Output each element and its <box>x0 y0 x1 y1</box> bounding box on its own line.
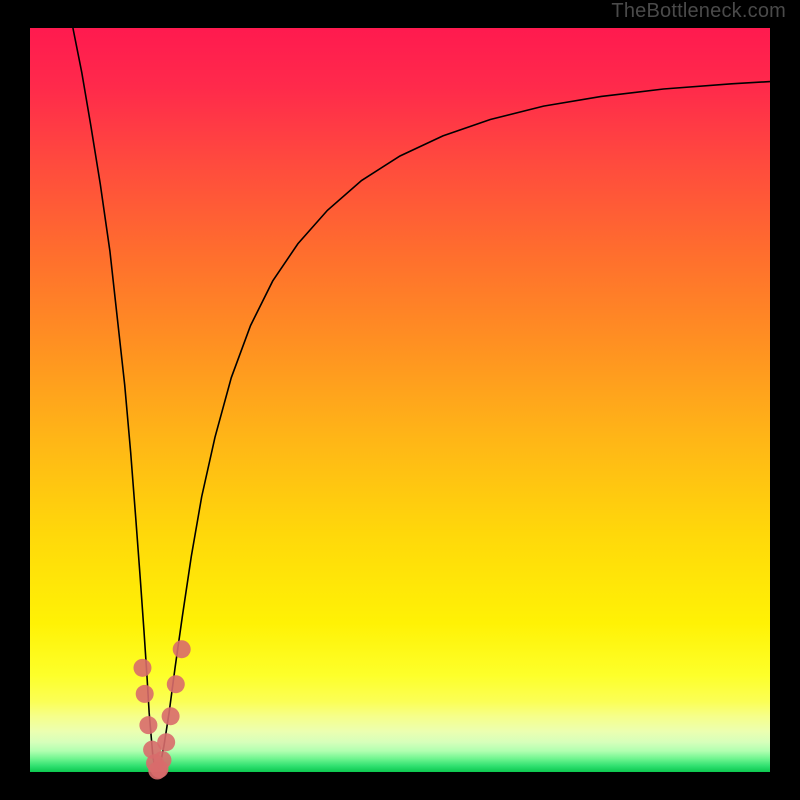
data-marker <box>167 675 185 693</box>
data-marker <box>153 751 171 769</box>
data-marker <box>133 659 151 677</box>
bottleneck-chart <box>0 0 800 800</box>
data-marker <box>157 733 175 751</box>
watermark-text: TheBottleneck.com <box>611 0 786 23</box>
data-marker <box>136 685 154 703</box>
data-marker <box>173 640 191 658</box>
chart-container: { "watermark": { "text": "TheBottleneck.… <box>0 0 800 800</box>
data-marker <box>162 707 180 725</box>
data-marker <box>139 716 157 734</box>
